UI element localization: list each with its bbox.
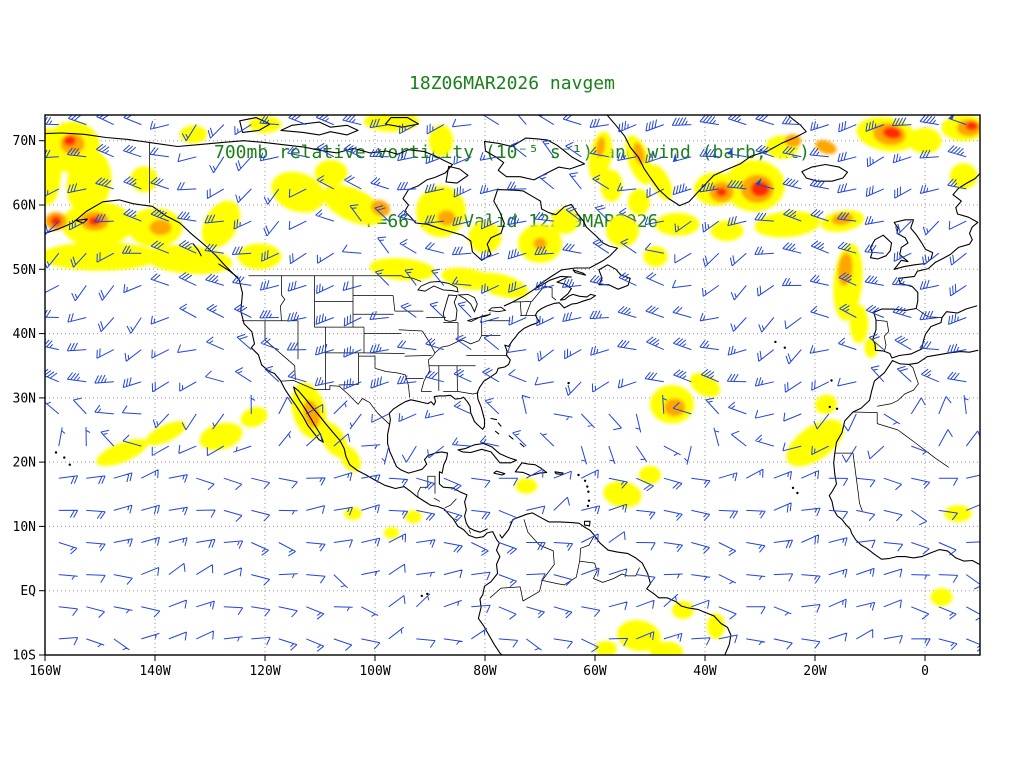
y-tick-label: 20N bbox=[13, 456, 36, 471]
y-tick-label: EQ bbox=[20, 584, 36, 599]
coastlines bbox=[45, 115, 980, 655]
chart-title-line1: 18Z06MAR2026 navgem bbox=[409, 73, 615, 94]
y-tick-label: 30N bbox=[13, 391, 36, 406]
wind-barbs bbox=[45, 115, 980, 653]
x-tick-label: 40W bbox=[693, 664, 717, 679]
y-axis: 70N 60N 50N 40N 30N 20N 10N EQ 10S bbox=[13, 134, 45, 664]
y-tick-label: 50N bbox=[13, 263, 36, 278]
x-tick-label: 60W bbox=[583, 664, 607, 679]
x-tick-label: 140W bbox=[139, 664, 170, 679]
vorticity-shading bbox=[45, 115, 980, 655]
x-tick-label: 100W bbox=[359, 664, 390, 679]
grid-lines bbox=[44, 115, 980, 656]
x-axis: 160W 140W 120W 100W 80W 60W 40W 20W 0 bbox=[29, 655, 929, 679]
y-tick-label: 10S bbox=[13, 649, 36, 664]
y-tick-label: 40N bbox=[13, 327, 36, 342]
island-dots bbox=[54, 340, 839, 598]
y-tick-label: 70N bbox=[13, 134, 36, 149]
x-tick-label: 120W bbox=[249, 664, 280, 679]
x-tick-label: 80W bbox=[473, 664, 497, 679]
map-frame bbox=[44, 114, 981, 656]
x-tick-label: 20W bbox=[803, 664, 827, 679]
x-tick-label: 160W bbox=[29, 664, 60, 679]
y-tick-label: 60N bbox=[13, 199, 36, 214]
y-tick-label: 10N bbox=[13, 520, 36, 535]
x-tick-label: 0 bbox=[921, 664, 929, 679]
